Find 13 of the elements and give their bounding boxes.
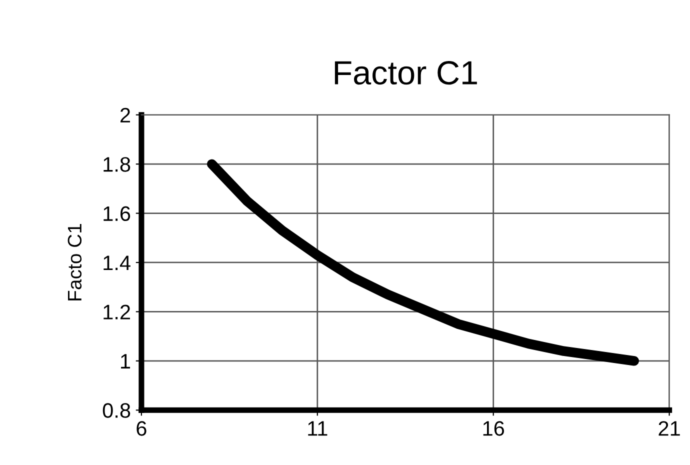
y-tick-label: 1.4 [104, 256, 130, 270]
chart-title: Factor C1 [334, 61, 477, 85]
x-tick-label: 6 [136, 421, 146, 436]
x-tick-label: 11 [308, 421, 328, 436]
y-tick-label: 1 [121, 354, 130, 368]
y-tick-label: 0.8 [102, 403, 130, 418]
y-tick-label: 1.2 [104, 304, 130, 320]
y-tick-label: 2 [120, 108, 130, 122]
x-tick-label: 16 [483, 421, 504, 436]
y-tick-label: 1.6 [104, 206, 130, 222]
y-tick-label: 1.8 [104, 157, 130, 172]
y-axis-title: Facto C1 [68, 224, 82, 300]
x-tick-label: 21 [658, 421, 680, 436]
